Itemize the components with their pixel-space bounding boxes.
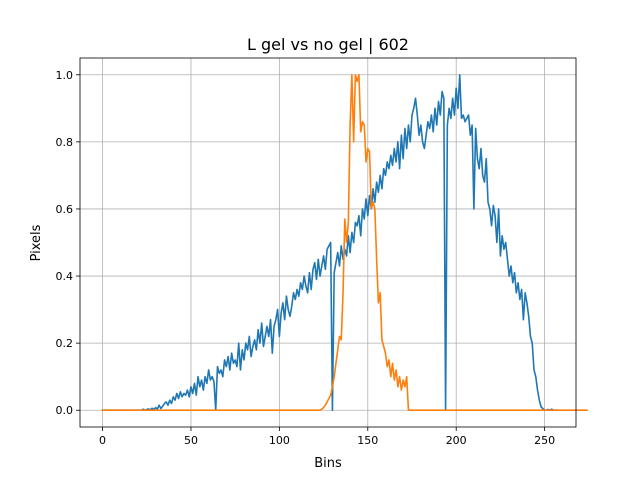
series-layer: [101, 73, 588, 412]
x-tick-label: 150: [357, 434, 378, 447]
x-tick-label: 0: [99, 434, 106, 447]
y-tick-label: 0.8: [56, 136, 74, 149]
x-tick-label: 250: [534, 434, 555, 447]
y-tick-label: 0.2: [56, 337, 74, 350]
y-tick-label: 1.0: [56, 69, 74, 82]
series-line-1: [101, 73, 558, 412]
x-tick-label: 200: [446, 434, 467, 447]
chart-title: L gel vs no gel | 602: [247, 35, 409, 54]
y-tick-label: 0.0: [56, 404, 74, 417]
y-axis-label: Pixels: [29, 224, 44, 261]
plot-frame: [79, 57, 577, 428]
series-line-2: [101, 73, 588, 412]
x-axis-label: Bins: [314, 456, 342, 471]
y-tick-label: 0.6: [56, 203, 74, 216]
ticks: 0 50 100 150 200 250 0.0 0.2 0.4 0.6 0.8 1.0: [56, 69, 556, 447]
x-tick-label: 100: [269, 434, 290, 447]
x-tick-label: 50: [184, 434, 198, 447]
y-tick-label: 0.4: [56, 270, 74, 283]
